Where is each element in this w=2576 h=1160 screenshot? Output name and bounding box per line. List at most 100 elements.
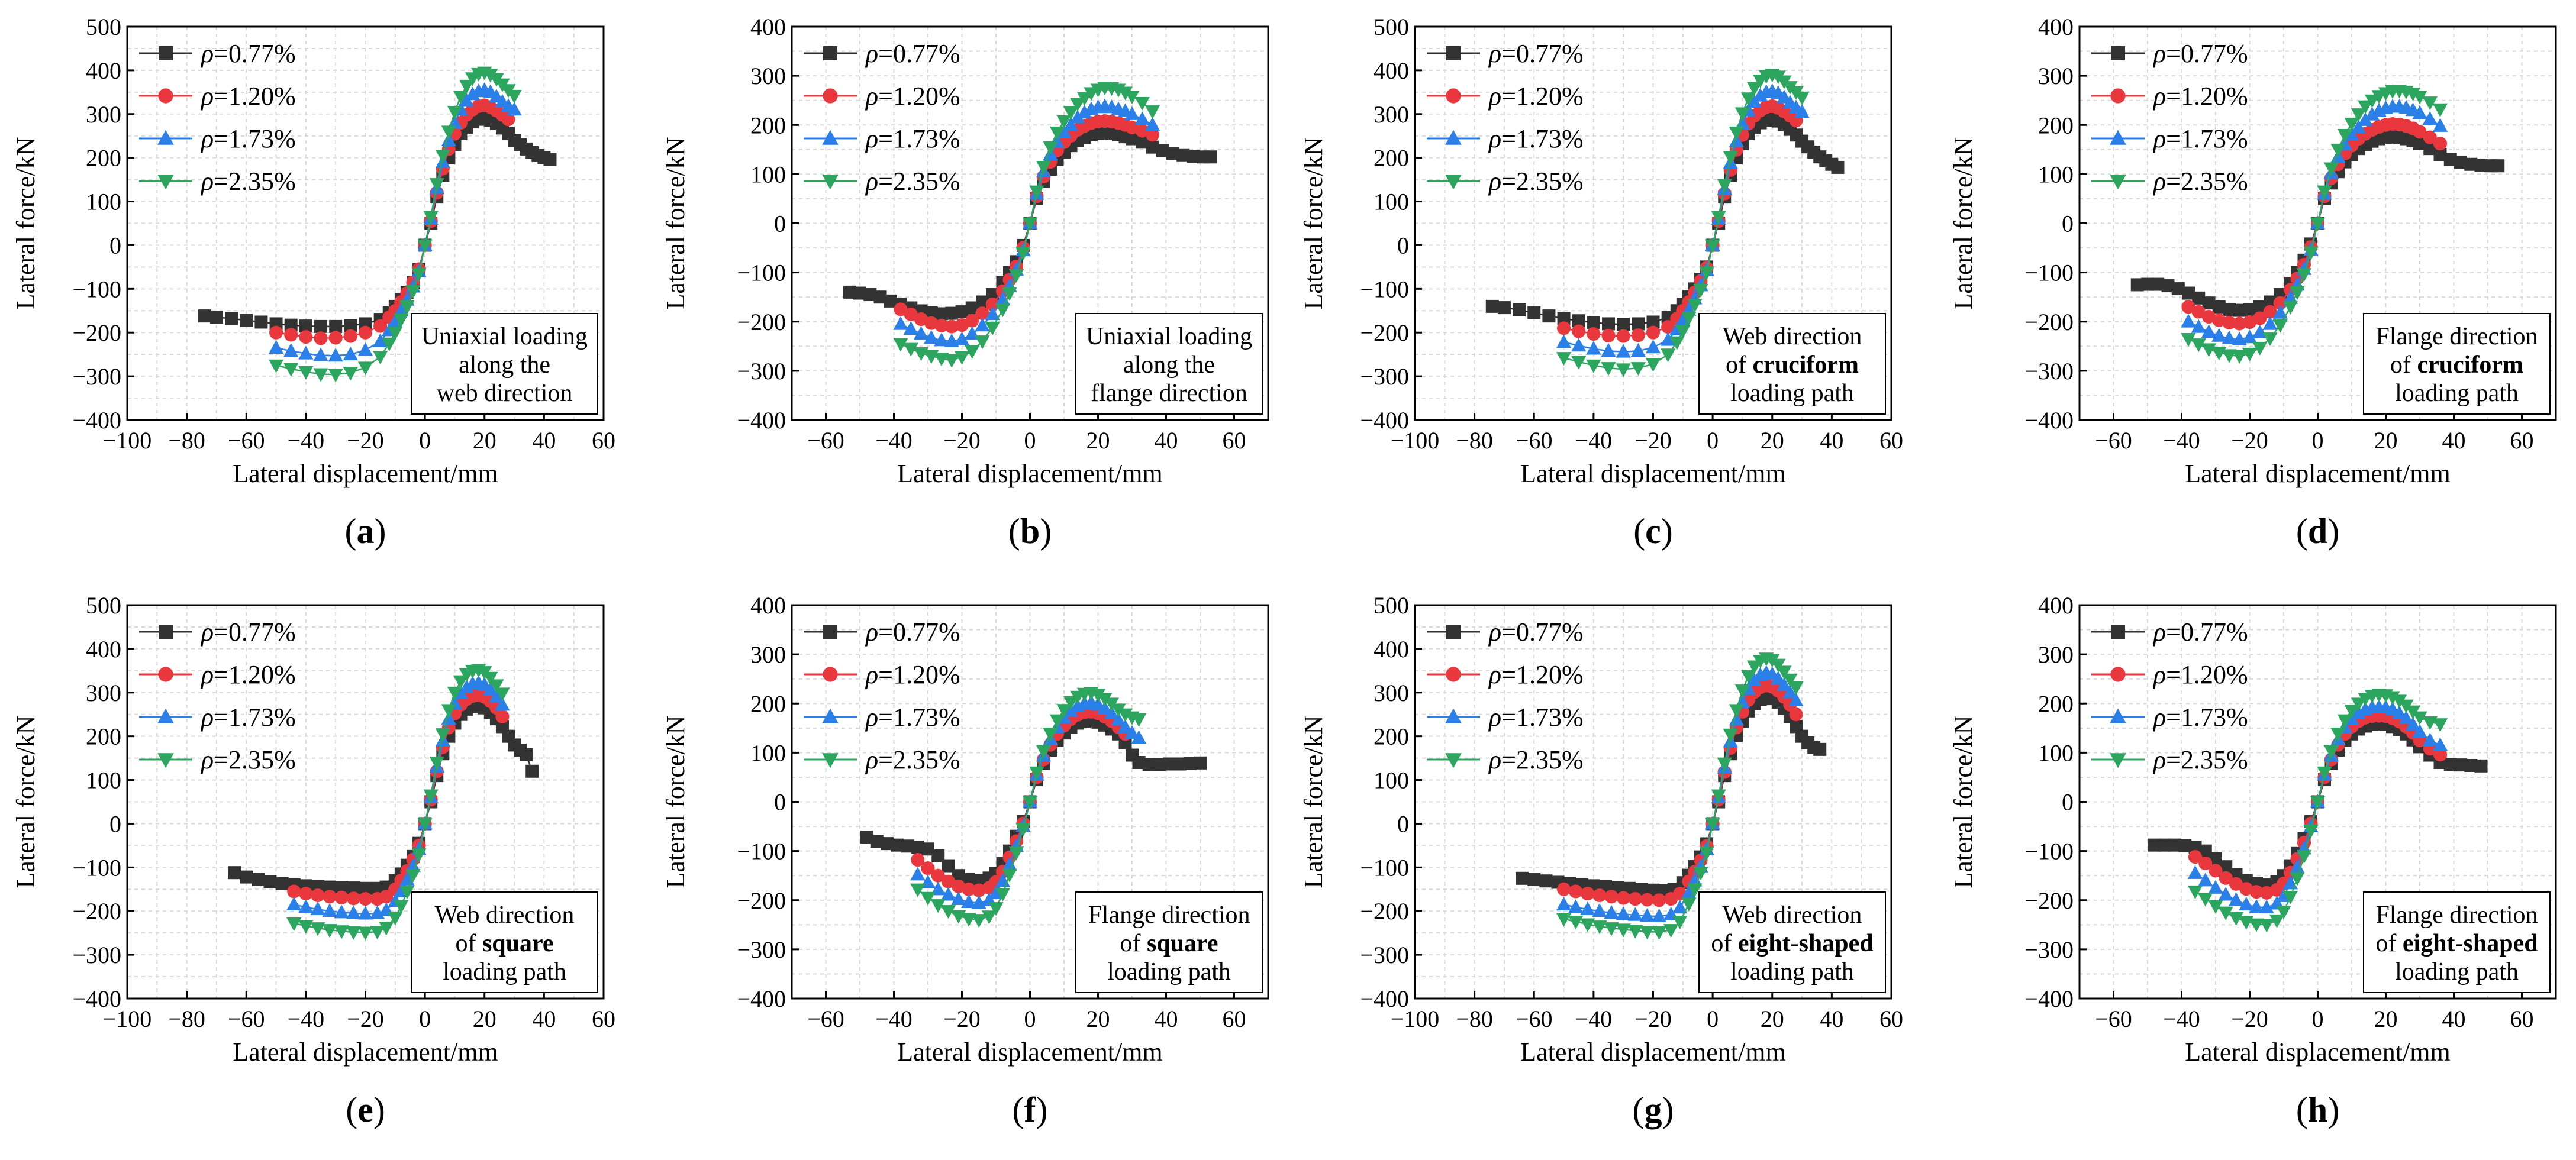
y-tick-label: 500 [1374,14,1409,40]
data-point [1043,728,1058,742]
data-point [1729,712,1745,726]
chart-panel-4: −60 −40 −20 0 20 40 60 −400 −300 −200 −100 0 100 200 3… [1932,0,2575,579]
data-point [945,306,959,320]
legend-entry: ρ=1.20% [200,660,296,689]
data-point [435,728,450,742]
data-point [901,839,914,853]
data-point [1681,312,1697,326]
series-2.35% [2187,689,2448,933]
y-tick-label: 400 [86,57,121,84]
data-point [893,316,908,330]
data-point [1734,684,1750,699]
data-point [1516,871,1529,885]
data-point [2212,313,2226,327]
data-point [891,838,904,852]
data-point [343,346,358,361]
data-point [1640,893,1654,907]
data-point [459,79,475,93]
data-point [981,910,997,925]
data-point [2198,844,2212,858]
y-tick-label: −400 [1360,985,1409,1012]
data-point [2474,759,2488,773]
annotation-line: Flange direction [1088,901,1250,929]
data-point [322,903,337,917]
annotation-frame [1698,891,1886,993]
data-point [310,901,325,916]
y-tick-label: −400 [737,407,786,434]
data-point [1631,328,1645,342]
legend-entry: ρ=1.73% [1488,703,1584,732]
x-tick-label: 60 [1223,1006,1246,1032]
data-point [1132,756,1146,769]
legend-marker [822,708,839,723]
data-point [240,870,253,884]
data-point [284,318,298,332]
data-point [2259,900,2274,914]
x-axis-label: Lateral displacement/mm [1520,1038,1785,1067]
data-point [1601,328,1616,342]
data-point [2187,885,2203,899]
legend-entry: ρ=2.35% [865,745,960,774]
y-tick-label: 500 [86,14,121,40]
data-point [1527,306,1541,319]
legend-entry: ρ=1.20% [865,82,960,111]
x-tick-label: 60 [2510,427,2534,454]
data-point [423,789,439,803]
legend: ρ=0.77% ρ=1.20% ρ=1.73% ρ=2.35% [2091,39,2248,196]
x-axis-label: Lateral displacement/mm [2185,1038,2450,1067]
chart-panel-8: −60 −40 −20 0 20 40 60 −400 −300 −200 −100 0 100 200 3… [1932,579,2575,1157]
x-tick-label: 0 [1707,1006,1719,1032]
legend: ρ=0.77% ρ=1.20% ρ=1.73% ρ=2.35% [804,39,960,196]
legend-marker [823,46,837,60]
data-point [930,881,946,896]
y-axis-label: Lateral force/kN [11,137,40,310]
data-point [2330,728,2346,742]
data-point [1076,92,1092,106]
data-point [2209,852,2222,865]
data-point [2443,758,2457,771]
data-point [951,891,966,905]
data-point [334,890,349,904]
x-tick-label: −60 [2095,1006,2132,1032]
data-point [1572,314,1585,328]
data-point [1070,98,1085,112]
data-point [1136,135,1149,149]
data-point [1661,320,1675,334]
data-point [283,343,299,357]
data-point [298,366,314,380]
data-point [934,353,949,367]
data-point [2432,718,2448,732]
data-point [269,325,283,340]
data-point [394,900,409,914]
data-point [1729,126,1745,141]
x-tick-label: 20 [473,427,496,454]
x-tick-label: −80 [168,1006,205,1032]
x-tick-label: −40 [288,1006,325,1032]
data-point [388,327,403,341]
data-point [2269,914,2285,929]
legend-marker [157,753,174,768]
data-point [298,345,314,360]
data-point [2228,892,2244,906]
data-point [357,906,373,920]
data-point [2208,900,2223,914]
data-point [2253,311,2267,325]
data-point [369,926,385,940]
y-tick-label: 300 [1374,101,1409,128]
data-point [1581,887,1595,901]
y-tick-label: −200 [72,898,121,925]
data-point [1111,703,1126,718]
data-point [2491,159,2505,173]
x-tick-label: −60 [1516,427,1553,454]
data-point [2188,840,2202,854]
legend-marker [2111,46,2125,60]
y-tick-label: 200 [750,690,786,717]
data-point [1616,923,1631,938]
chart-panel-1: −100 −80 −60 −40 −20 0 20 40 60 −400 −300 −200 −100 0… [0,0,644,579]
data-point [2310,796,2326,810]
data-point [1813,742,1827,756]
data-point [1056,704,1072,718]
x-tick-label: −40 [288,427,325,454]
